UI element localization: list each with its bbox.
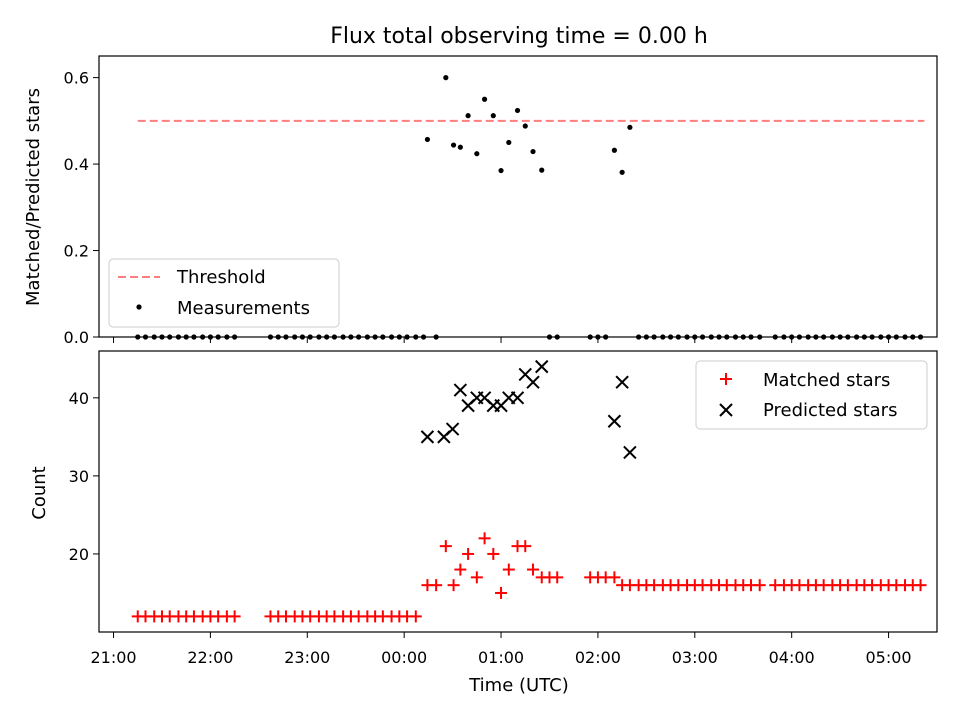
- measurement-point: [443, 75, 449, 81]
- matched-star-point: [495, 586, 508, 599]
- x-tick-label: 02:00: [575, 648, 621, 667]
- top-y-axis-label: Matched/Predicted stars: [23, 88, 44, 306]
- bottom-panel: 20 30 40 21:00 22:00 23:00 00:00 01:00 02:00 03:…: [29, 350, 938, 696]
- x-axis-label: Time (UTC): [468, 675, 569, 696]
- predicted-star-point: [526, 375, 540, 389]
- matched-star-point: [914, 579, 927, 592]
- predicted-star-point: [615, 375, 629, 389]
- measurement-point: [506, 139, 512, 146]
- matched-star-point: [502, 563, 515, 576]
- predicted-star-point: [607, 414, 622, 428]
- matched-star-point: [462, 547, 475, 560]
- top-x-ticks: [113, 337, 890, 343]
- measurement-point: [424, 136, 431, 143]
- bottom-axes-frame: [98, 350, 938, 633]
- matched-star-point: [439, 540, 452, 553]
- x-tick-label: 03:00: [672, 648, 718, 667]
- measurement-point: [522, 123, 528, 129]
- legend-predicted-swatch: [719, 403, 733, 417]
- matched-star-point: [519, 540, 532, 553]
- legend-matched-label: Matched stars: [763, 370, 890, 391]
- matched-star-point: [478, 532, 491, 545]
- predicted-star-point: [510, 391, 525, 405]
- predicted-star-point: [623, 445, 637, 460]
- measurement-point: [481, 96, 488, 102]
- x-tick-label: 00:00: [381, 648, 427, 667]
- bottom-legend-box: [695, 360, 928, 430]
- x-tick-label: 21:00: [90, 648, 136, 667]
- legend-measurements-label: Measurements: [177, 298, 310, 319]
- bottom-plot-area: [131, 359, 927, 623]
- predicted-star-point: [445, 422, 460, 436]
- y-tick-label: 0.2: [64, 242, 89, 261]
- measurement-point: [490, 113, 496, 119]
- measurement-point: [619, 169, 625, 175]
- matched-star-point: [228, 610, 241, 623]
- legend-matched-swatch: [720, 373, 732, 385]
- x-tick-label: 23:00: [284, 648, 330, 667]
- top-y-ticks: 0.0 0.2 0.4 0.6: [64, 69, 99, 347]
- measurement-point: [465, 113, 471, 119]
- measurement-point: [457, 144, 463, 150]
- matched-star-point: [409, 610, 422, 623]
- matched-star-point: [454, 563, 467, 576]
- measurement-point: [611, 147, 617, 153]
- matched-star-point: [608, 571, 621, 584]
- predicted-star-point: [453, 383, 468, 397]
- legend-measurements-swatch: [136, 304, 142, 310]
- predicted-star-point: [420, 430, 435, 444]
- measurement-point: [530, 148, 536, 155]
- measurement-point: [514, 107, 521, 114]
- matched-star-point: [470, 571, 483, 584]
- x-tick-label: 04:00: [769, 648, 815, 667]
- matched-star-point: [527, 563, 540, 576]
- predicted-star-point: [535, 359, 549, 374]
- chart-title: Flux total observing time = 0.00 h: [330, 24, 708, 49]
- bottom-y-axis-label: Count: [29, 466, 50, 519]
- y-tick-label: 30: [69, 467, 89, 486]
- matched-star-point: [447, 579, 460, 592]
- top-legend: Threshold Measurements: [108, 258, 340, 328]
- legend-predicted-marker: [719, 403, 733, 417]
- top-legend-box: [108, 258, 340, 328]
- matched-star-point: [430, 579, 443, 592]
- measurement-point: [627, 124, 633, 130]
- legend-threshold-label: Threshold: [176, 267, 266, 288]
- measurement-point: [539, 167, 545, 173]
- legend-predicted-label: Predicted stars: [763, 400, 897, 421]
- y-tick-label: 20: [69, 545, 89, 564]
- bottom-legend: Matched stars Predicted stars: [695, 360, 928, 430]
- y-tick-label: 0.6: [64, 69, 89, 88]
- top-panel: 0.0 0.2 0.4 0.6 Matched/Predicted stars Thr…: [23, 55, 938, 347]
- y-tick-label: 40: [69, 389, 89, 408]
- x-tick-label: 01:00: [478, 648, 524, 667]
- bottom-y-ticks: 20 30 40: [69, 389, 99, 564]
- measurement-point: [474, 151, 480, 157]
- matched-star-point: [487, 547, 500, 560]
- bottom-x-ticks: 21:00 22:00 23:00 00:00 01:00 02:00 03:00 04:00…: [90, 632, 912, 667]
- x-tick-label: 05:00: [866, 648, 912, 667]
- legend-matched-marker: [720, 373, 732, 385]
- x-tick-label: 22:00: [187, 648, 233, 667]
- y-tick-label: 0.4: [64, 155, 89, 174]
- matched-star-point: [551, 571, 564, 584]
- measurement-point: [498, 167, 504, 174]
- measurement-point: [450, 142, 457, 148]
- matched-star-point: [753, 579, 766, 592]
- y-tick-label: 0.0: [64, 328, 89, 347]
- top-axes-frame: [98, 55, 938, 338]
